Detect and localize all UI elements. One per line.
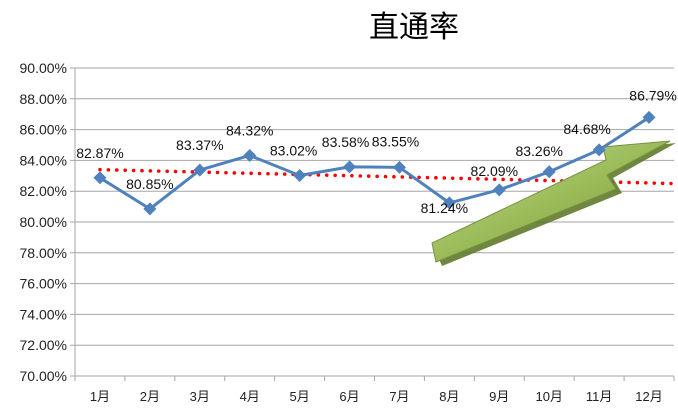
x-tick-label: 2月 (140, 389, 160, 404)
x-tick-label: 10月 (535, 389, 562, 404)
gridlines (70, 67, 674, 377)
y-tick-label: 70.00% (20, 368, 67, 384)
data-point-marker (592, 143, 606, 157)
y-tick-label: 84.00% (20, 152, 67, 168)
y-tick-label: 80.00% (20, 214, 67, 230)
data-point-marker (392, 160, 406, 174)
data-point-marker (343, 160, 357, 174)
x-tick-label: 7月 (389, 389, 409, 404)
data-point-marker (642, 110, 656, 124)
y-tick-label: 82.00% (20, 183, 67, 199)
y-tick-label: 72.00% (20, 337, 67, 353)
x-tick-label: 11月 (586, 389, 613, 404)
series-line (93, 110, 656, 216)
chart-title: 直通率 (369, 10, 459, 45)
data-label: 82.09% (471, 163, 518, 179)
data-labels: 82.87%80.85% 83.37%84.32% 83.02% 83.58% 83.5… (76, 87, 677, 215)
data-point-marker (243, 148, 257, 162)
x-axis: 1月 2月 3月 4月 5月 6月 7月 8月 9月 10月 11月 12月 (74, 375, 675, 404)
x-tick-label: 5月 (290, 389, 310, 404)
data-label: 86.79% (629, 87, 676, 103)
x-tick-label: 3月 (190, 389, 210, 404)
data-point-marker (542, 165, 556, 179)
y-axis: 70.00% 72.00% 74.00% 76.00% 78.00% 80.00% 82.0… (20, 60, 76, 384)
data-point-marker (193, 163, 207, 177)
data-label: 80.85% (126, 176, 173, 192)
x-tick-label: 6月 (339, 389, 359, 404)
data-label: 81.24% (421, 200, 468, 216)
y-tick-label: 76.00% (20, 276, 67, 292)
data-label: 83.26% (515, 143, 562, 159)
x-tick-label: 8月 (439, 389, 459, 404)
data-label: 83.02% (270, 142, 317, 158)
y-tick-label: 78.00% (20, 245, 67, 261)
data-point-marker (93, 171, 107, 185)
y-tick-label: 74.00% (20, 306, 67, 322)
data-label: 82.87% (76, 145, 123, 161)
data-label: 84.32% (226, 122, 273, 138)
data-label: 83.55% (372, 133, 419, 149)
y-tick-label: 86.00% (20, 122, 67, 138)
data-label: 83.58% (322, 134, 369, 150)
data-point-marker (143, 202, 157, 216)
data-label: 83.37% (176, 137, 223, 153)
data-label: 84.68% (563, 121, 610, 137)
data-point-marker (293, 168, 307, 182)
y-tick-label: 88.00% (20, 91, 67, 107)
up-trend-arrow-icon (431, 140, 676, 266)
data-point-marker (442, 196, 456, 210)
y-tick-label: 90.00% (20, 60, 67, 76)
trendline (98, 167, 673, 186)
x-tick-label: 9月 (489, 389, 509, 404)
data-point-marker (492, 183, 506, 197)
x-tick-label: 4月 (240, 389, 260, 404)
x-tick-label: 12月 (635, 389, 662, 404)
x-tick-label: 1月 (90, 389, 110, 404)
